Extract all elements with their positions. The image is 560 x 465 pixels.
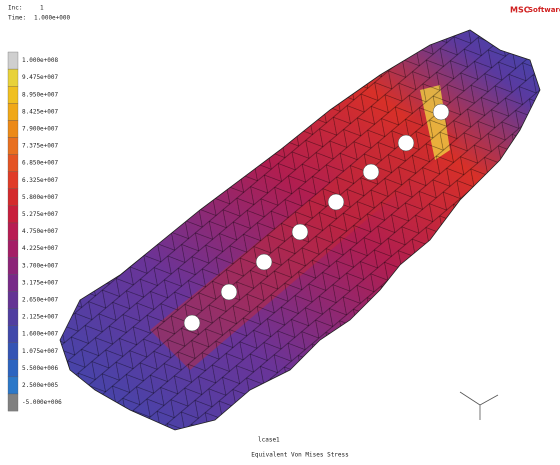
inc-label: Inc:	[8, 5, 22, 12]
legend-label: 7.375e+007	[22, 143, 59, 150]
axis-triad	[460, 392, 498, 420]
screenshot: Inc: 1 Time: 1.000e+000 MSC Software 1.0…	[0, 0, 560, 465]
quantity: Equivalent Von Mises Stress	[251, 452, 349, 459]
legend-swatch	[8, 206, 18, 223]
legend-label: 6.325e+007	[22, 177, 59, 184]
legend-label: 1.600e+007	[22, 331, 59, 338]
legend-swatch	[8, 155, 18, 172]
legend-swatch	[8, 138, 18, 155]
time-value: 1.000e+000	[34, 15, 71, 22]
legend-label: 1.000e+008	[22, 57, 59, 64]
legend-label: 2.500e+005	[22, 382, 59, 389]
legend: 1.000e+008 9.475e+007 8.950e+007 8.425e+007…	[8, 52, 62, 411]
legend-label: 5.275e+007	[22, 211, 59, 218]
legend-swatch	[8, 326, 18, 343]
logo-brand: MSC	[510, 6, 530, 15]
legend-swatch	[8, 274, 18, 291]
legend-swatch	[8, 343, 18, 360]
legend-swatch	[8, 172, 18, 189]
time-label: Time:	[8, 15, 26, 22]
stress-plot	[0, 0, 560, 465]
legend-label: 3.700e+007	[22, 262, 59, 269]
legend-swatch	[8, 377, 18, 394]
legend-swatch	[8, 360, 18, 377]
legend-swatch	[8, 189, 18, 206]
legend-label: 5.500e+006	[22, 365, 59, 372]
legend-label: 8.950e+007	[22, 91, 59, 98]
legend-swatch	[8, 291, 18, 308]
legend-label: 2.650e+007	[22, 296, 59, 303]
legend-swatch	[8, 240, 18, 257]
legend-swatch	[8, 103, 18, 120]
legend-swatch	[8, 69, 18, 86]
legend-swatch	[8, 86, 18, 103]
legend-label: 6.850e+007	[22, 160, 59, 167]
legend-label: 7.900e+007	[22, 125, 59, 132]
legend-label: 8.425e+007	[22, 108, 59, 115]
legend-label: 1.075e+007	[22, 348, 59, 355]
legend-label: 9.475e+007	[22, 74, 59, 81]
legend-swatch	[8, 394, 18, 411]
legend-swatch	[8, 309, 18, 326]
legend-label: 4.225e+007	[22, 245, 59, 252]
legend-label: 4.750e+007	[22, 228, 59, 235]
legend-label: 2.125e+007	[22, 314, 59, 321]
legend-swatch	[8, 52, 18, 69]
legend-label: 3.175e+007	[22, 279, 59, 286]
legend-label: 5.800e+007	[22, 194, 59, 201]
legend-swatch	[8, 223, 18, 240]
logo-suffix: Software	[528, 6, 560, 14]
legend-swatch	[8, 120, 18, 137]
legend-label: -5.000e+006	[22, 399, 62, 406]
loadcase: lcase1	[258, 437, 280, 444]
inc-value: 1	[40, 5, 44, 12]
legend-swatch	[8, 257, 18, 274]
